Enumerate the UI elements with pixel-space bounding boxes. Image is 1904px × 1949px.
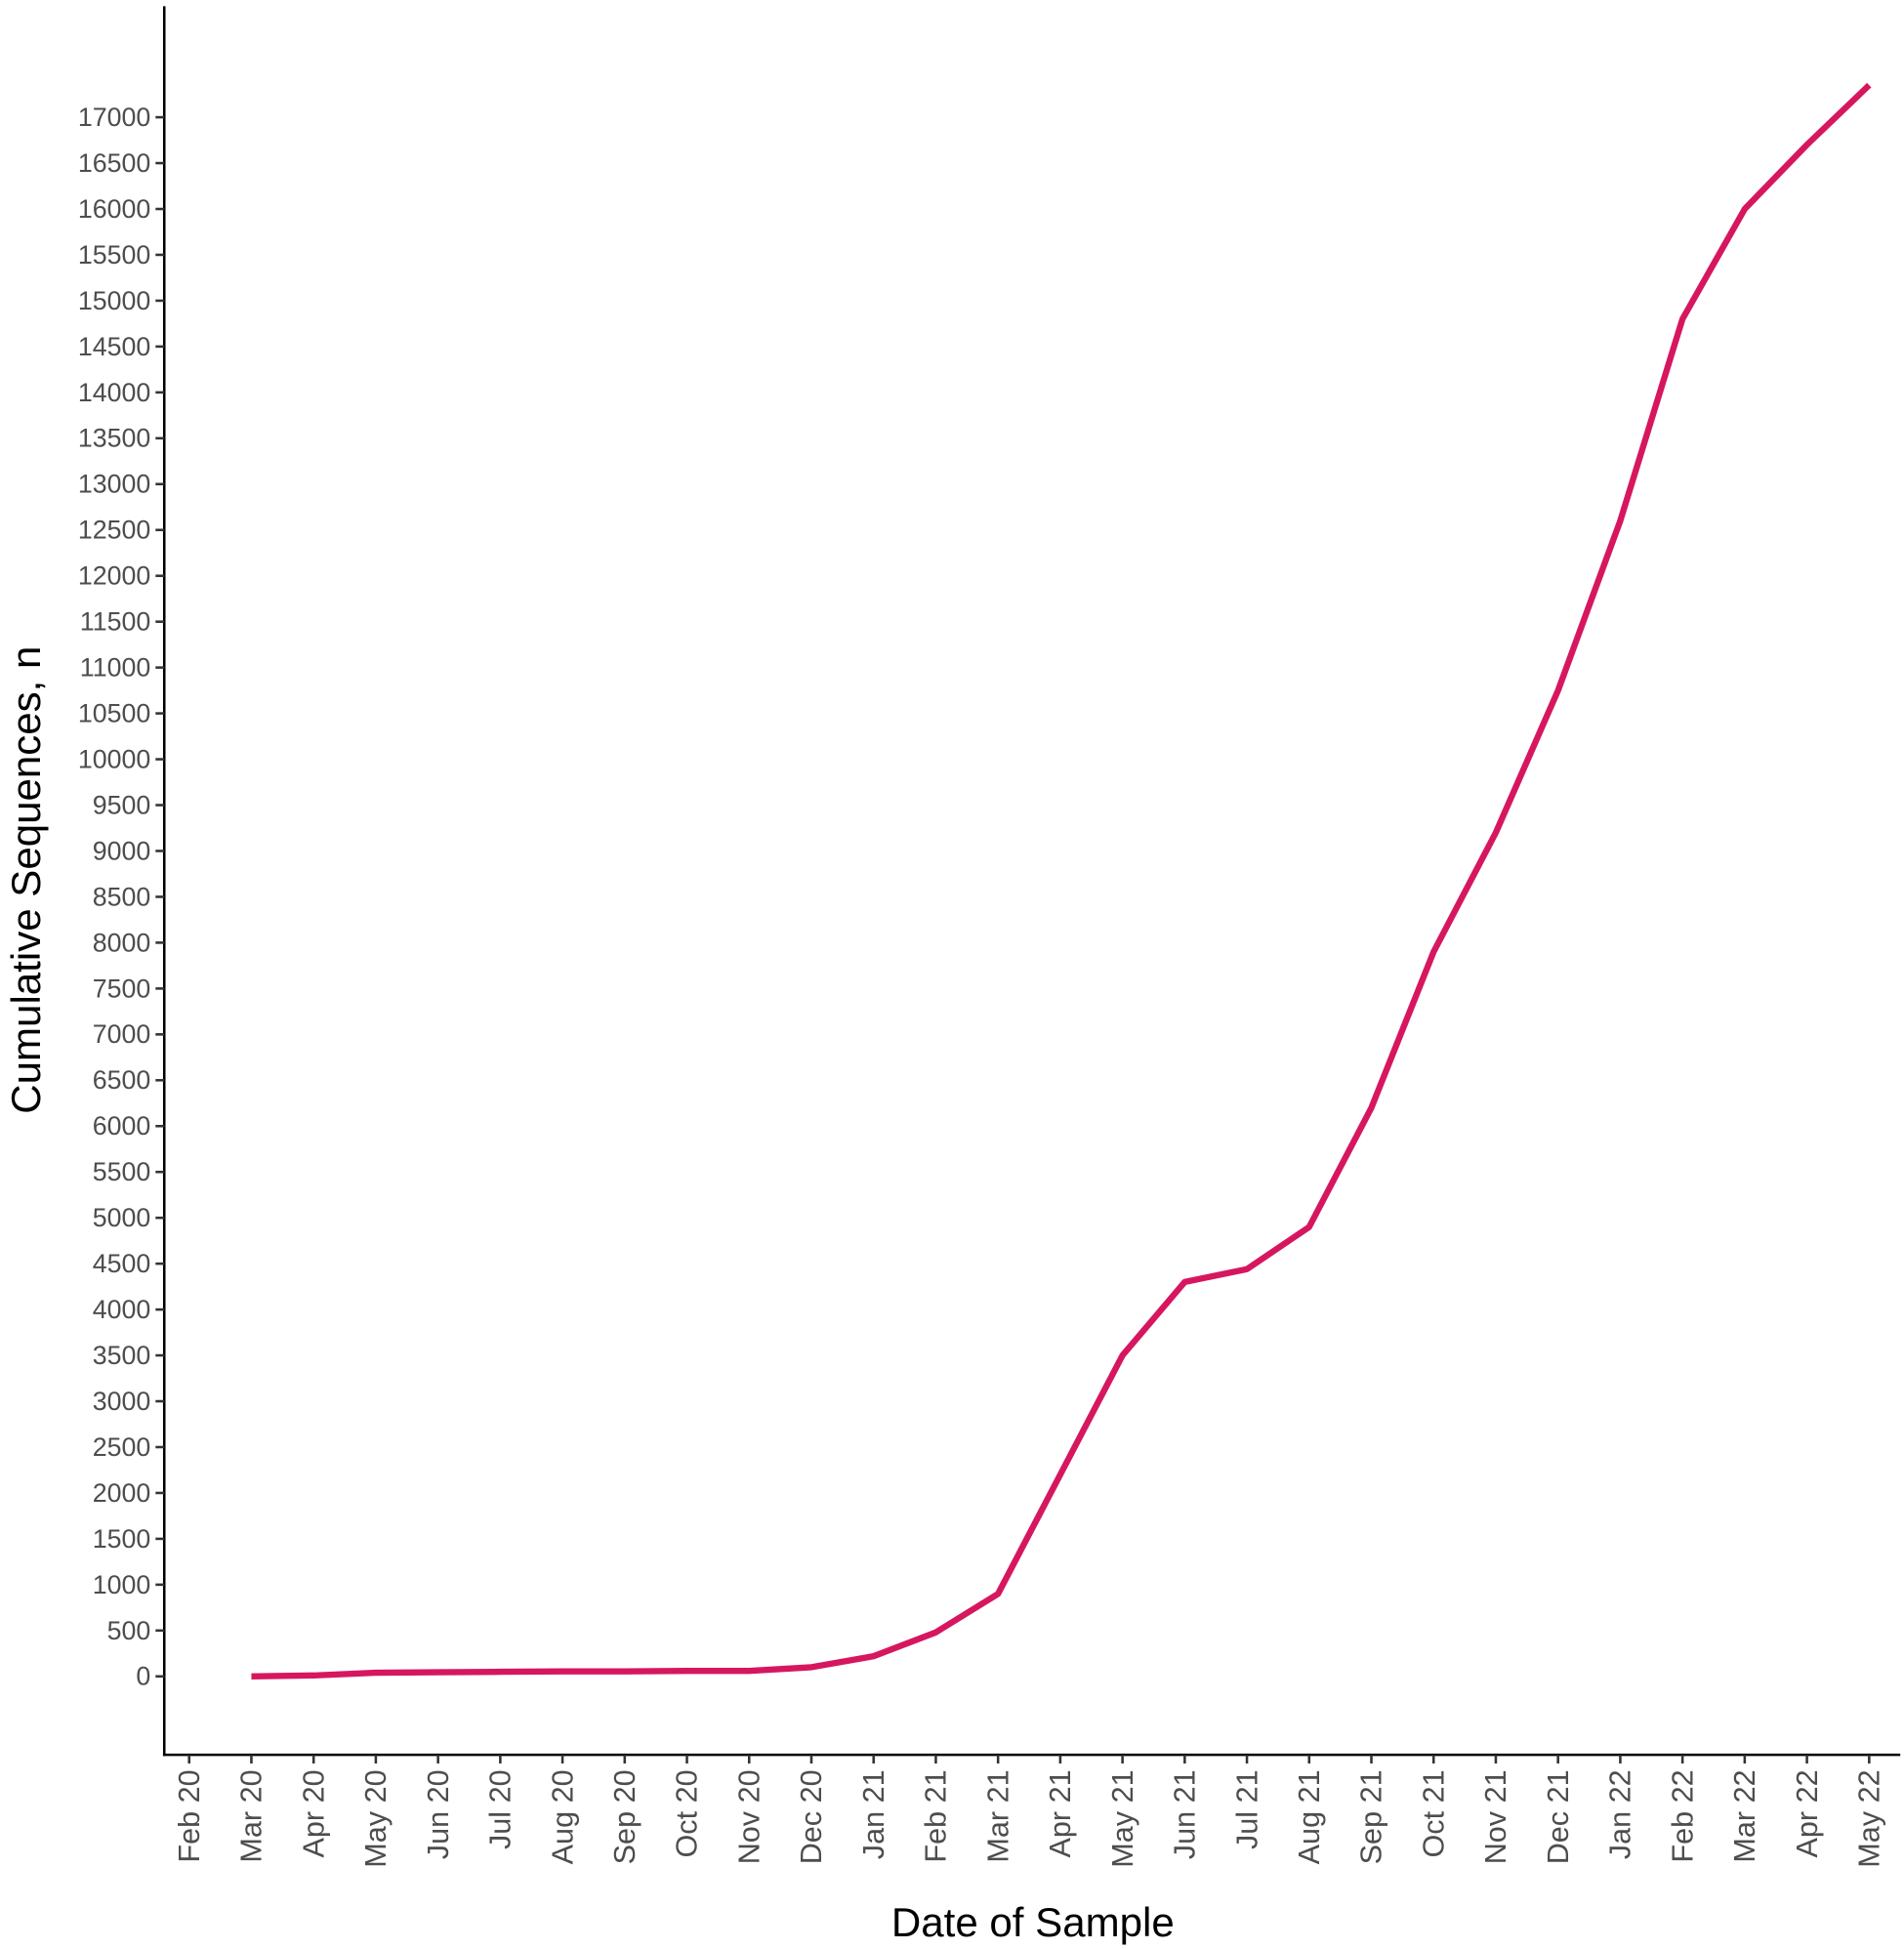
y-tick-label: 13000 [78, 470, 150, 499]
y-tick-label: 15500 [78, 240, 150, 270]
y-tick-label: 12000 [78, 561, 150, 591]
y-tick-label: 9500 [93, 790, 151, 819]
x-tick-label: Apr 21 [1044, 1769, 1077, 1857]
y-tick-label: 500 [107, 1616, 151, 1645]
y-tick-label: 7000 [93, 1019, 151, 1049]
y-tick-label: 1000 [93, 1570, 151, 1599]
y-tick-label: 8000 [93, 928, 151, 957]
x-tick-label: Aug 20 [546, 1769, 579, 1864]
x-tick-label: May 21 [1106, 1769, 1139, 1867]
y-tick-label: 16500 [78, 148, 150, 178]
x-tick-label: Aug 21 [1293, 1769, 1326, 1864]
y-tick-label: 4500 [93, 1249, 151, 1278]
x-tick-label: May 20 [359, 1769, 393, 1867]
y-tick-label: 6000 [93, 1111, 151, 1140]
y-tick-label: 12500 [78, 516, 150, 545]
y-tick-label: 7500 [93, 974, 151, 1003]
x-tick-label: Jun 20 [422, 1769, 455, 1859]
y-tick-label: 8500 [93, 882, 151, 911]
x-tick-label: May 22 [1853, 1769, 1886, 1867]
x-tick-label: Nov 21 [1479, 1769, 1512, 1864]
y-tick-label: 10500 [78, 699, 150, 728]
x-tick-label: Jul 20 [484, 1769, 517, 1849]
y-tick-label: 0 [136, 1662, 150, 1691]
y-tick-label: 16000 [78, 194, 150, 224]
x-tick-label: Feb 22 [1666, 1769, 1699, 1862]
y-tick-label: 3500 [93, 1341, 151, 1370]
y-tick-label: 6500 [93, 1065, 151, 1095]
x-tick-label: Jan 21 [857, 1769, 890, 1859]
data-line [251, 82, 1872, 1679]
y-tick-label: 13500 [78, 424, 150, 453]
y-tick-label: 1500 [93, 1524, 151, 1554]
y-tick-label: 2000 [93, 1478, 151, 1508]
x-tick-label: Apr 22 [1791, 1769, 1824, 1857]
x-tick-label: Feb 20 [173, 1769, 206, 1862]
y-axis-title: Cumulative Sequences, n [3, 646, 49, 1114]
x-tick-label: Sep 20 [608, 1769, 642, 1864]
y-tick-label: 4000 [93, 1295, 151, 1324]
y-tick-label: 11500 [80, 607, 150, 637]
x-tick-label: Nov 20 [732, 1769, 766, 1864]
x-tick-label: Dec 20 [795, 1769, 828, 1864]
x-tick-label: Sep 21 [1355, 1769, 1388, 1864]
x-tick-label: Mar 22 [1728, 1769, 1761, 1862]
x-tick-label: Feb 21 [920, 1769, 953, 1862]
x-tick-label: Oct 20 [671, 1769, 704, 1857]
x-tick-label: Dec 21 [1542, 1769, 1575, 1864]
x-tick-label: Jan 22 [1604, 1769, 1637, 1859]
x-tick-label: Oct 21 [1417, 1769, 1450, 1857]
y-tick-label: 11000 [80, 653, 150, 683]
y-tick-label: 2500 [93, 1432, 151, 1462]
x-tick-label: Jun 21 [1169, 1769, 1202, 1859]
y-tick-label: 5500 [93, 1157, 151, 1186]
x-tick-label: Apr 20 [297, 1769, 330, 1857]
x-tick-label: Jul 21 [1230, 1769, 1263, 1849]
y-tick-label: 14500 [78, 332, 150, 361]
x-axis-title: Date of Sample [891, 1899, 1175, 1945]
y-tick-label: 9000 [93, 836, 151, 865]
y-tick-label: 10000 [78, 744, 150, 773]
y-tick-label: 15000 [78, 286, 150, 315]
y-tick-label: 17000 [78, 103, 150, 132]
x-tick-label: Mar 21 [981, 1769, 1014, 1862]
y-tick-label: 14000 [78, 378, 150, 407]
y-tick-label: 3000 [93, 1387, 151, 1416]
y-tick-label: 5000 [93, 1203, 151, 1232]
x-tick-label: Mar 20 [235, 1769, 269, 1862]
